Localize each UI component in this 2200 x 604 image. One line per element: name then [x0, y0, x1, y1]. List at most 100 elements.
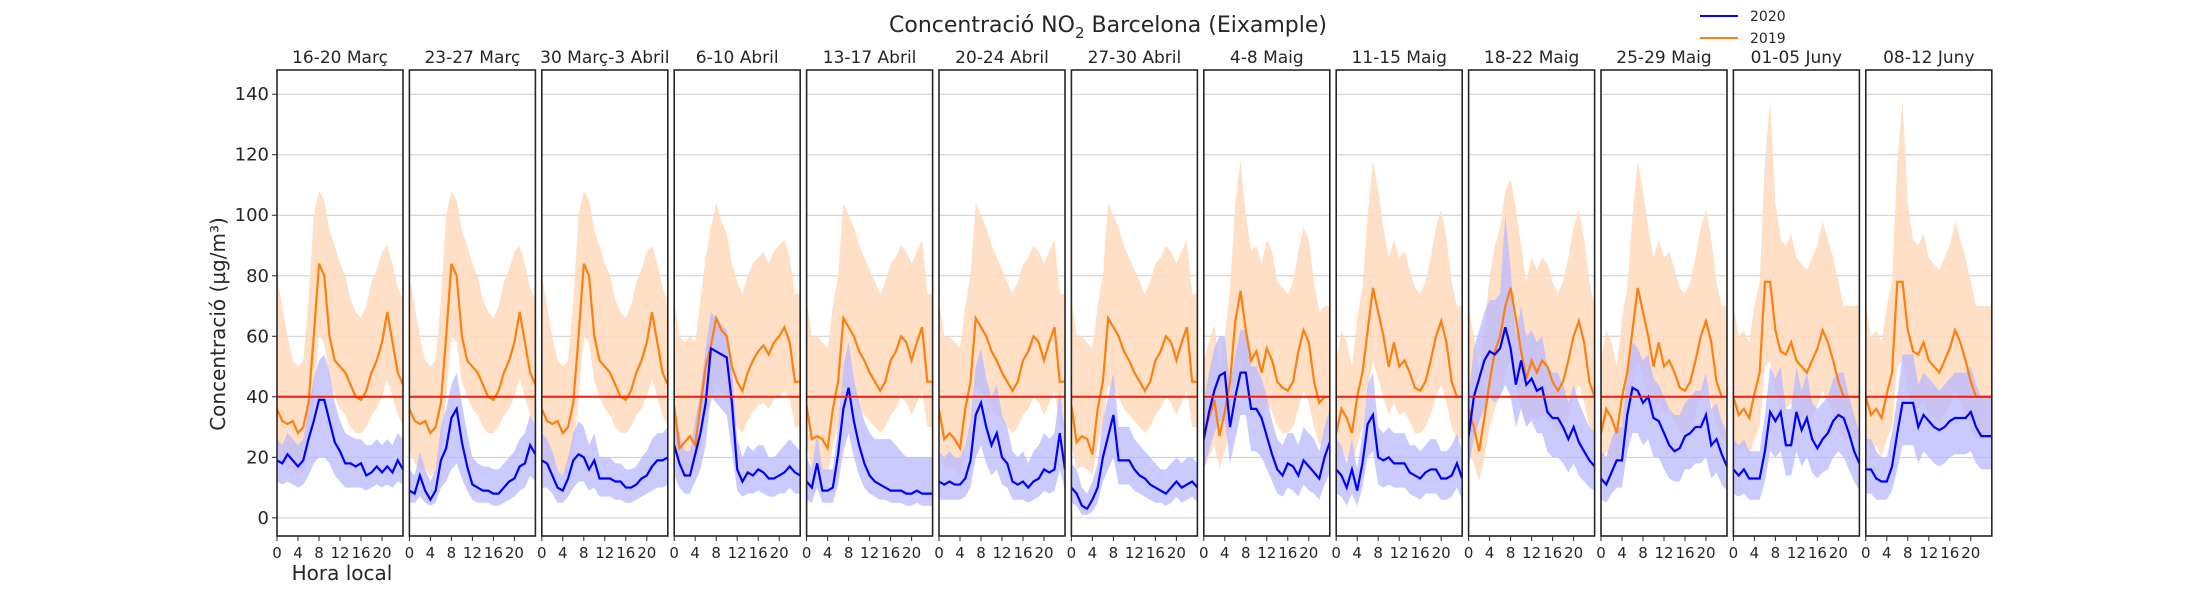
panel-plot-area — [277, 191, 403, 491]
y-tick-label: 140 — [235, 84, 269, 105]
panel-plot-area — [1601, 160, 1727, 503]
panel-plot-area — [1468, 178, 1595, 491]
x-tick-label: 0 — [1729, 544, 1739, 562]
x-tick-label: 0 — [669, 544, 679, 562]
x-tick-label: 12 — [860, 544, 879, 562]
panel-title: 01-05 Juny — [1751, 48, 1842, 68]
band-2020 — [1865, 354, 1992, 500]
x-tick-label: 12 — [992, 544, 1011, 562]
legend-label: 2019 — [1750, 31, 1786, 47]
x-tick-label: 16 — [1543, 544, 1562, 562]
band-2019 — [1865, 100, 1992, 458]
x-tick-label: 12 — [463, 544, 482, 562]
panel: 08-12 Juny 0 4 8 12 16 20 — [1861, 48, 1993, 562]
x-tick-label: 0 — [1596, 544, 1606, 562]
x-tick-label: 16 — [351, 544, 370, 562]
band-2020 — [1733, 366, 1860, 500]
band-2020 — [806, 342, 933, 506]
x-tick-label: 4 — [690, 544, 700, 562]
panel: 30 Març-3 Abril 0 4 8 12 16 20 — [537, 48, 669, 562]
x-tick-label: 20 — [1432, 544, 1451, 562]
x-tick-label: 4 — [823, 544, 833, 562]
panel-title: 27-30 Abril — [1088, 48, 1182, 68]
x-tick-label: 8 — [1241, 544, 1251, 562]
panel-plot-area — [806, 203, 933, 506]
panel-plot-area — [1071, 203, 1198, 515]
line-2019 — [1865, 280, 1992, 422]
panel-title: 4-8 Maig — [1230, 48, 1304, 68]
panel-title: 25-29 Maig — [1616, 48, 1711, 68]
y-axis: 0 20 40 60 80 100 120 140 — [235, 84, 277, 529]
x-tick-label: 0 — [272, 544, 282, 562]
x-tick-label: 12 — [1654, 544, 1673, 562]
band-2020 — [1601, 342, 1727, 503]
x-tick-label: 8 — [1109, 544, 1119, 562]
panel: 16-20 Març 0 4 8 12 16 20 — [272, 48, 404, 562]
y-tick-label: 120 — [235, 145, 269, 166]
x-tick-label: 8 — [1373, 544, 1383, 562]
panel-plot-area — [1336, 160, 1463, 506]
title-subscript: 2 — [1075, 24, 1085, 42]
y-tick-label: 100 — [235, 205, 269, 226]
x-tick-label: 4 — [1088, 544, 1098, 562]
line-2020 — [541, 452, 668, 493]
band-2020 — [409, 372, 536, 506]
x-tick-label: 20 — [1564, 544, 1583, 562]
band-2020 — [277, 354, 403, 491]
title-suffix: Barcelona (Eixample) — [1085, 13, 1327, 38]
panel: 18-22 Maig 0 4 8 12 16 20 — [1464, 48, 1596, 562]
line-2020 — [1203, 370, 1330, 481]
x-tick-label: 8 — [314, 544, 324, 562]
x-tick-label: 8 — [711, 544, 721, 562]
x-tick-label: 12 — [1787, 544, 1806, 562]
panel-title: 30 Març-3 Abril — [540, 48, 669, 68]
x-tick-label: 4 — [1220, 544, 1230, 562]
x-tick-label: 4 — [1750, 544, 1760, 562]
x-tick-label: 16 — [1013, 544, 1032, 562]
x-tick-label: 0 — [1861, 544, 1871, 562]
x-tick-label: 4 — [293, 544, 303, 562]
y-tick-label: 60 — [246, 326, 269, 347]
y-tick-label: 20 — [246, 447, 269, 468]
panel-title: 23-27 Març — [424, 48, 520, 68]
band-2019 — [1203, 160, 1330, 470]
x-tick-label: 20 — [1034, 544, 1053, 562]
panel: 13-17 Abril 0 4 8 12 16 20 — [802, 48, 934, 562]
x-tick-label: 12 — [1390, 544, 1409, 562]
x-tick-label: 16 — [1808, 544, 1827, 562]
line-2020 — [1865, 401, 1992, 483]
band-2019 — [806, 203, 933, 476]
x-tick-label: 8 — [1506, 544, 1516, 562]
x-tick-label: 16 — [749, 544, 768, 562]
x-tick-label: 20 — [770, 544, 789, 562]
band-2019 — [1336, 160, 1463, 470]
line-2020 — [409, 405, 536, 502]
x-tick-label: 12 — [1522, 544, 1541, 562]
band-2020 — [1071, 372, 1198, 515]
x-tick-label: 20 — [902, 544, 921, 562]
x-tick-label: 0 — [934, 544, 944, 562]
x-tick-label: 16 — [881, 544, 900, 562]
band-2020 — [1336, 372, 1463, 506]
panel: 25-29 Maig 0 4 8 12 16 20 — [1596, 48, 1728, 562]
panel: 01-05 Juny 0 4 8 12 16 20 — [1729, 48, 1861, 562]
panel-plot-area — [1865, 100, 1992, 500]
line-2020 — [277, 398, 403, 478]
x-tick-label: 8 — [1771, 544, 1781, 562]
panel-plot-area — [1203, 160, 1330, 500]
x-tick-label: 12 — [1919, 544, 1938, 562]
x-tick-label: 20 — [1167, 544, 1186, 562]
x-tick-label: 8 — [447, 544, 457, 562]
panel: 4-8 Maig 0 4 8 12 16 20 — [1199, 48, 1331, 562]
x-tick-label: 4 — [426, 544, 436, 562]
panel-plot-area — [409, 191, 536, 506]
x-tick-label: 8 — [976, 544, 986, 562]
line-2020 — [939, 399, 1065, 490]
panel-plot-area — [1733, 100, 1860, 500]
band-2019 — [1733, 100, 1860, 458]
panel: 6-10 Abril 0 4 8 12 16 20 — [669, 48, 802, 562]
x-tick-label: 12 — [330, 544, 349, 562]
line-2020 — [674, 346, 801, 484]
